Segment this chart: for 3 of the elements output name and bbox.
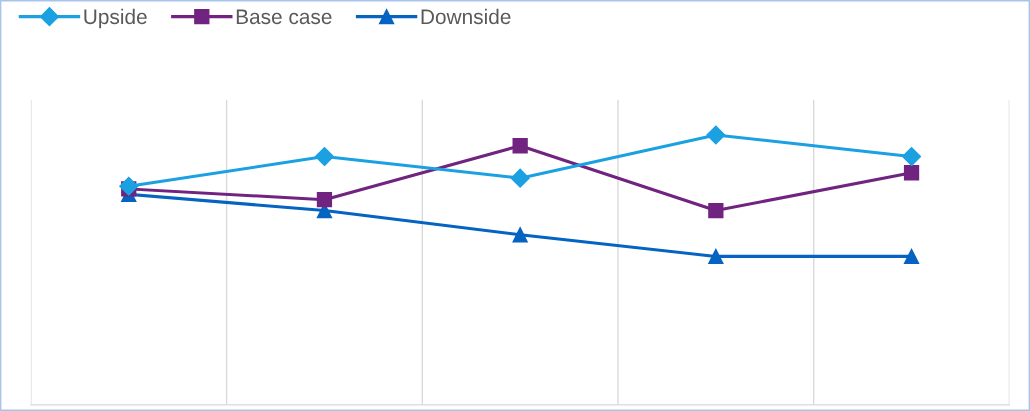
legend-label: Base case [236,9,332,25]
legend-label: Upside [84,8,147,29]
legend-label: Downside [421,8,511,25]
